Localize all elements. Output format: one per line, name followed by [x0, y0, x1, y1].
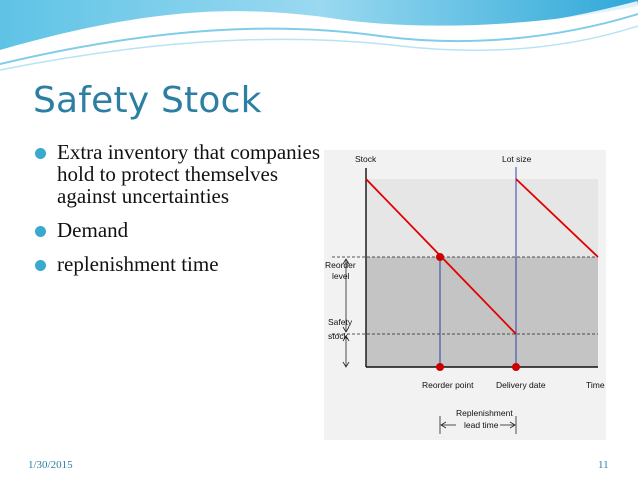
bullet-icon [35, 260, 46, 271]
bullet-icon [35, 148, 46, 159]
safety-stock-label-1: Safety [328, 317, 353, 327]
lead-time-label-1: Replenishment [456, 408, 513, 418]
depletion-line-2 [515, 178, 599, 258]
footer-date: 1/30/2015 [28, 459, 73, 471]
lead-time-bracket [439, 416, 517, 434]
bullet-text: Extra inventory that companies hold to p… [57, 140, 321, 208]
reorder-point-marker [436, 363, 444, 371]
lot-size-label: Lot size [502, 154, 532, 164]
upper-band [366, 179, 598, 257]
bullet-item: replenishment time [35, 253, 325, 275]
stock-label: Stock [355, 154, 377, 164]
bullet-icon [35, 226, 46, 237]
reorder-level-marker [436, 253, 444, 261]
bullet-list: Extra inventory that companies hold to p… [35, 141, 325, 287]
reorder-level-label-2: level [332, 271, 350, 281]
lead-time-label-2: lead time [464, 420, 499, 430]
slide-title: Safety Stock [33, 80, 262, 121]
reorder-level-bracket [342, 258, 350, 333]
time-label: Time [586, 380, 605, 390]
safety-stock-diagram: Stock Lot size Reorder level Safety stoc… [324, 150, 606, 440]
header-wave-decoration [0, 0, 638, 75]
bullet-item: Extra inventory that companies hold to p… [35, 141, 325, 207]
bullet-text: Demand [57, 218, 129, 242]
reorder-level-label-1: Reorder [325, 260, 356, 270]
delivery-date-label: Delivery date [496, 380, 546, 390]
bullet-item: Demand [35, 219, 325, 241]
delivery-date-marker [512, 363, 520, 371]
page-number: 11 [598, 459, 609, 471]
lower-band [366, 257, 598, 367]
safety-stock-label-2: stock [328, 331, 349, 341]
bullet-text: replenishment time [57, 252, 219, 276]
safety-stock-bracket [342, 335, 350, 368]
reorder-point-label: Reorder point [422, 380, 474, 390]
